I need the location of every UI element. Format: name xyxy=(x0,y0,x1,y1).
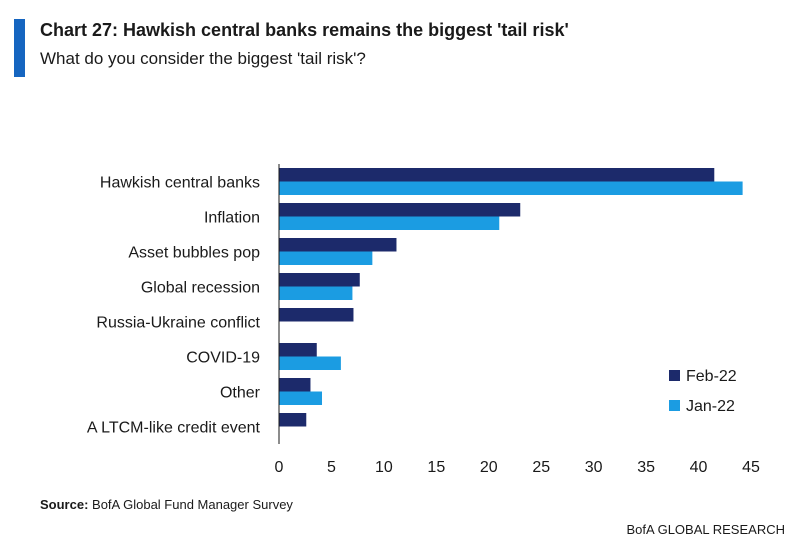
category-label: Asset bubbles pop xyxy=(128,245,260,262)
source-text: BofA Global Fund Manager Survey xyxy=(92,497,293,512)
x-tick-label: 20 xyxy=(480,459,498,476)
legend-swatch-jan22 xyxy=(669,400,680,411)
title-accent-bar xyxy=(14,19,25,77)
source-label: Source: xyxy=(40,497,89,512)
x-tick-label: 10 xyxy=(375,459,393,476)
legend-label-feb22: Feb-22 xyxy=(686,368,737,385)
chart-title: Chart 27: Hawkish central banks remains … xyxy=(40,20,569,40)
bar-feb22 xyxy=(279,343,317,357)
legend-swatch-feb22 xyxy=(669,370,680,381)
bar-feb22 xyxy=(279,238,397,252)
category-label: Russia-Ukraine conflict xyxy=(96,315,260,332)
bar-feb22 xyxy=(279,273,360,287)
bar-feb22 xyxy=(279,378,311,392)
category-label: Global recession xyxy=(141,280,260,297)
category-label: COVID-19 xyxy=(186,350,260,367)
x-tick-label: 25 xyxy=(532,459,550,476)
x-tick-label: 35 xyxy=(637,459,655,476)
bar-jan22 xyxy=(279,286,353,300)
bar-jan22 xyxy=(279,251,373,265)
chart-subtitle: What do you consider the biggest 'tail r… xyxy=(40,49,366,68)
category-label: A LTCM-like credit event xyxy=(87,420,261,437)
bar-feb22 xyxy=(279,413,307,427)
x-tick-label: 15 xyxy=(427,459,445,476)
legend-label-jan22: Jan-22 xyxy=(686,398,735,415)
x-tick-label: 5 xyxy=(327,459,336,476)
bar-feb22 xyxy=(279,308,354,322)
x-tick-label: 0 xyxy=(275,459,284,476)
x-tick-label: 40 xyxy=(690,459,708,476)
bar-jan22 xyxy=(279,356,341,370)
category-label: Other xyxy=(220,385,261,402)
bar-jan22 xyxy=(279,216,500,230)
x-tick-label: 30 xyxy=(585,459,603,476)
category-label: Inflation xyxy=(204,210,260,227)
bar-feb22 xyxy=(279,203,521,217)
brand-footer: BofA GLOBAL RESEARCH xyxy=(626,522,785,537)
source-note: Source: BofA Global Fund Manager Survey xyxy=(40,497,293,512)
x-tick-label: 45 xyxy=(742,459,760,476)
category-label: Hawkish central banks xyxy=(100,175,260,192)
bar-jan22 xyxy=(279,181,743,195)
bar-jan22 xyxy=(279,391,323,405)
bar-feb22 xyxy=(279,168,715,182)
